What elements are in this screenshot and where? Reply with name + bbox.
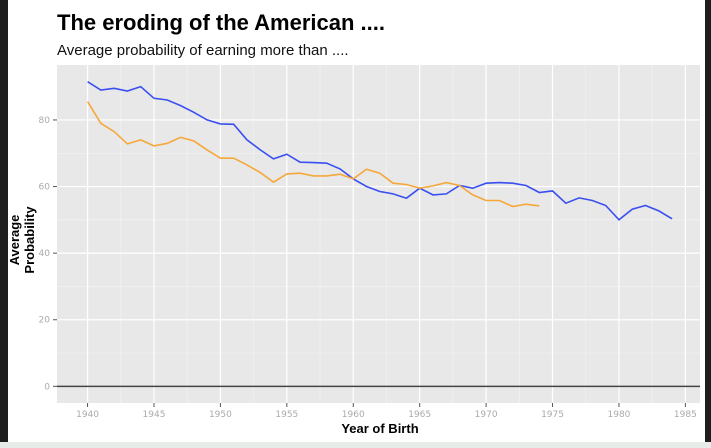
x-tick-label: 1960 — [342, 410, 365, 420]
x-tick-label: 1970 — [475, 410, 498, 420]
x-tick-label: 1975 — [541, 410, 564, 420]
y-tick-label: 40 — [39, 249, 51, 259]
y-tick-label: 0 — [44, 382, 50, 392]
y-tick-label: 20 — [39, 316, 51, 326]
x-tick-label: 1940 — [76, 410, 99, 420]
series-line-1 — [86, 101, 540, 208]
bottom-pane-bar — [0, 442, 711, 448]
y-tick-label: 80 — [39, 116, 51, 126]
x-tick-label: 1985 — [674, 410, 697, 420]
y-tick-label: 60 — [39, 183, 51, 193]
series-line-0 — [87, 81, 673, 221]
chart-title: The eroding of the American .... — [57, 10, 386, 35]
plot-panel — [57, 65, 700, 403]
x-tick-label: 1945 — [143, 410, 166, 420]
x-tick-label: 1950 — [209, 410, 232, 420]
x-axis-label: Year of Birth — [341, 421, 419, 436]
x-tick-label: 1955 — [275, 410, 298, 420]
chart-subtitle: Average probability of earning more than… — [57, 42, 349, 59]
x-tick-label: 1965 — [408, 410, 431, 420]
x-tick-label: 1980 — [608, 410, 631, 420]
